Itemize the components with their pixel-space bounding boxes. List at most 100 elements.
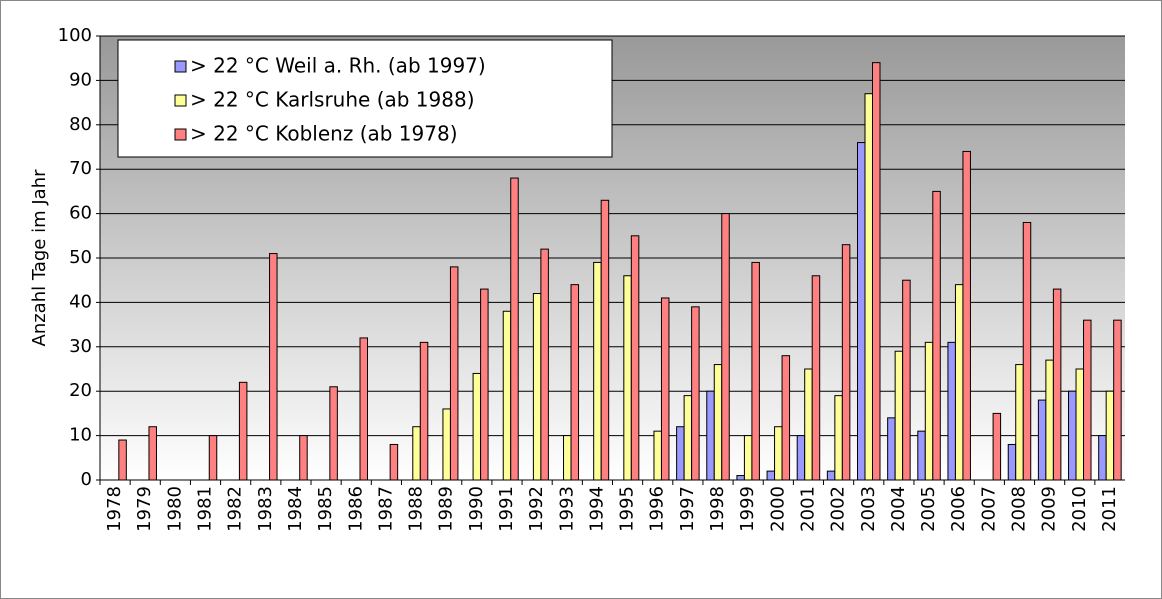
x-tick-label: 2003 — [858, 486, 879, 532]
y-tick-label: 60 — [69, 203, 92, 224]
y-tick-label: 50 — [69, 247, 92, 268]
bar — [676, 426, 685, 481]
y-tick-label: 10 — [69, 425, 92, 446]
x-tick-label: 1980 — [164, 486, 185, 532]
bar — [570, 284, 580, 481]
bar — [1045, 359, 1054, 481]
x-tick-label: 1982 — [225, 486, 246, 532]
legend-label: > 22 °C Weil a. Rh. (ab 1997) — [190, 54, 486, 78]
y-tick-label: 30 — [69, 336, 92, 357]
x-tick-label: 1995 — [617, 486, 638, 532]
bar — [954, 284, 964, 481]
bar — [683, 395, 693, 481]
bar — [148, 426, 157, 481]
bar — [563, 435, 572, 481]
x-tick-label: 2006 — [948, 486, 969, 532]
y-axis-label: Anzahl Tage im Jahr — [29, 169, 50, 347]
y-tick-label: 0 — [81, 469, 92, 490]
y-tick-label: 90 — [69, 69, 92, 90]
bar — [864, 93, 873, 481]
bar — [412, 426, 421, 481]
bar — [208, 435, 218, 481]
x-tick-label: 1994 — [586, 486, 607, 532]
x-tick-label: 1986 — [345, 486, 366, 532]
x-tick-label: 2001 — [797, 486, 818, 532]
y-tick-label: 40 — [69, 291, 92, 312]
x-tick-label: 2010 — [1069, 486, 1090, 532]
bar — [751, 261, 760, 481]
bar — [532, 293, 542, 481]
x-tick-label: 1993 — [556, 486, 577, 532]
x-tick-label: 1992 — [526, 486, 547, 532]
x-tick-label: 1981 — [195, 486, 216, 532]
bar — [238, 381, 248, 481]
x-tick-label: 2004 — [888, 486, 909, 532]
bar — [834, 395, 843, 481]
x-tick-label: 1999 — [737, 486, 758, 532]
bar — [1113, 319, 1122, 481]
bar — [1015, 364, 1024, 481]
x-tick-label: 2011 — [1099, 486, 1120, 532]
bar — [924, 341, 934, 481]
bar — [442, 408, 451, 481]
bar — [600, 199, 610, 481]
bar — [894, 350, 904, 481]
x-tick-label: 1990 — [466, 486, 487, 532]
bar — [766, 470, 776, 481]
x-tick-label: 1987 — [375, 486, 396, 532]
x-tick-label: 2008 — [1008, 486, 1029, 532]
bar — [1052, 288, 1062, 481]
bar — [774, 426, 783, 481]
bar — [623, 275, 632, 481]
bar — [713, 364, 723, 481]
legend-label: > 22 °C Karlsruhe (ab 1988) — [190, 88, 475, 112]
legend-swatch — [174, 94, 187, 107]
bar — [389, 443, 399, 481]
x-tick-label: 1996 — [647, 486, 668, 532]
bar — [472, 372, 482, 481]
bar — [1022, 221, 1032, 481]
bar — [660, 297, 670, 481]
bar — [502, 310, 512, 481]
legend-swatch — [174, 128, 187, 141]
bar — [706, 390, 715, 481]
x-tick-label: 1988 — [406, 486, 427, 532]
bar — [419, 341, 429, 481]
x-tick-label: 1997 — [677, 486, 698, 532]
x-tick-label: 1991 — [496, 486, 517, 532]
bar — [1075, 368, 1085, 481]
bar — [917, 430, 926, 481]
x-tick-label: 2007 — [978, 486, 999, 532]
legend-box — [117, 39, 613, 158]
bar — [992, 412, 1002, 481]
bar — [841, 244, 851, 481]
bar — [887, 417, 896, 481]
x-tick-label: 1979 — [134, 486, 155, 532]
bar — [947, 341, 956, 481]
bar — [269, 253, 278, 481]
x-tick-label: 1983 — [255, 486, 276, 532]
bar — [804, 368, 813, 481]
bar — [796, 435, 806, 481]
x-tick-label: 1985 — [315, 486, 336, 532]
x-tick-label: 1978 — [104, 486, 125, 532]
bar — [299, 435, 308, 481]
bar — [118, 439, 127, 481]
x-tick-label: 2009 — [1039, 486, 1060, 532]
x-tick-label: 1998 — [707, 486, 728, 532]
bar — [1105, 390, 1115, 481]
legend-swatch — [174, 60, 187, 73]
bar — [826, 470, 836, 481]
bar — [811, 275, 821, 481]
bar — [540, 248, 549, 481]
bar — [691, 306, 700, 481]
bar — [593, 261, 602, 481]
x-tick-label: 2002 — [828, 486, 849, 532]
bar — [721, 213, 730, 481]
x-tick-label: 2005 — [918, 486, 939, 532]
bar — [736, 475, 745, 481]
bar — [630, 235, 640, 481]
bar — [1068, 390, 1077, 481]
x-tick-label: 2000 — [767, 486, 788, 532]
bar — [653, 430, 662, 481]
